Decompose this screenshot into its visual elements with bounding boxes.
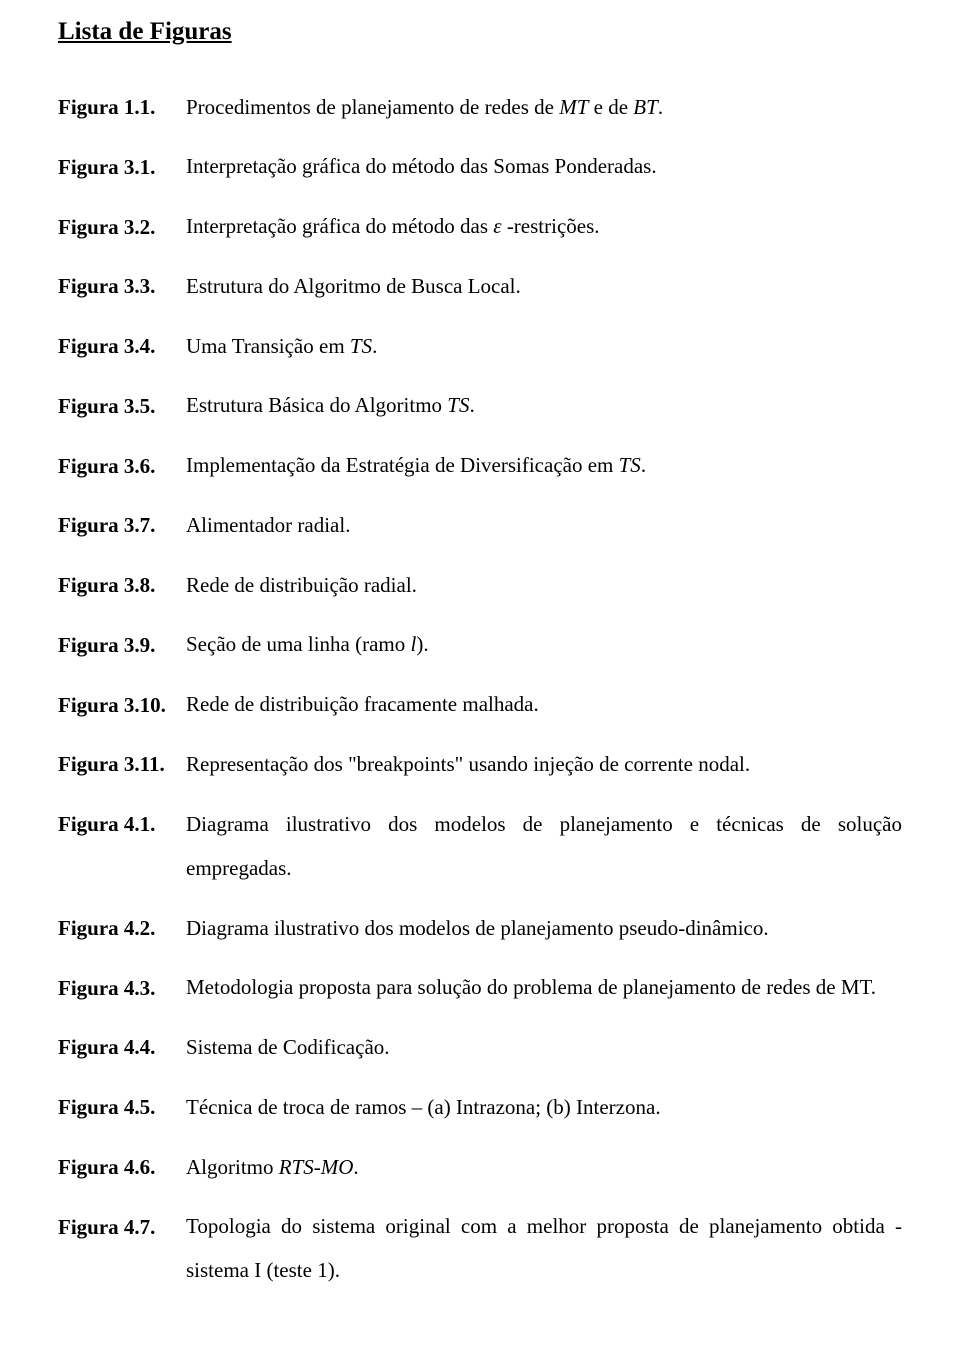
text-segment: -restrições. xyxy=(502,214,600,238)
figure-label: Figura 1.1. xyxy=(58,92,186,122)
list-item: Figura 4.6.Algoritmo RTS-MO. xyxy=(58,1152,902,1189)
figure-list: Figura 1.1.Procedimentos de planejamento… xyxy=(58,92,902,1315)
figure-label: Figura 3.4. xyxy=(58,331,186,361)
text-segment: TS xyxy=(447,393,469,417)
figure-description: Representação dos "breakpoints" usando i… xyxy=(186,742,902,786)
list-item: Figura 3.2.Interpretação gráfica do méto… xyxy=(58,212,902,249)
list-item: Figura 4.2.Diagrama ilustrativo dos mode… xyxy=(58,913,902,950)
text-segment: Diagrama ilustrativo dos modelos de plan… xyxy=(186,812,902,880)
text-segment: . xyxy=(372,334,377,358)
list-item: Figura 3.10.Rede de distribuição fracame… xyxy=(58,690,902,727)
figure-description: Estrutura do Algoritmo de Busca Local. xyxy=(186,264,902,308)
text-segment: Estrutura do Algoritmo de Busca Local. xyxy=(186,274,521,298)
text-segment: Sistema de Codificação. xyxy=(186,1035,390,1059)
page-title: Lista de Figuras xyxy=(58,18,902,46)
text-segment: Metodologia proposta para solução do pro… xyxy=(186,975,876,999)
figure-label: Figura 3.6. xyxy=(58,451,186,481)
figure-description: Técnica de troca de ramos – (a) Intrazon… xyxy=(186,1085,902,1129)
list-item: Figura 3.9.Seção de uma linha (ramo l). xyxy=(58,630,902,667)
figure-description: Procedimentos de planejamento de redes d… xyxy=(186,85,902,129)
figure-description: Estrutura Básica do Algoritmo TS. xyxy=(186,383,902,427)
text-segment: ). xyxy=(416,632,428,656)
figure-label: Figura 3.1. xyxy=(58,152,186,182)
figure-description: Uma Transição em TS. xyxy=(186,324,902,368)
text-segment: TS xyxy=(619,453,641,477)
text-segment: . xyxy=(469,393,474,417)
text-segment: Rede de distribuição fracamente malhada. xyxy=(186,692,539,716)
list-item: Figura 3.5.Estrutura Básica do Algoritmo… xyxy=(58,391,902,428)
figure-description: Sistema de Codificação. xyxy=(186,1025,902,1069)
text-segment: Topologia do sistema original com a melh… xyxy=(186,1214,902,1282)
text-segment: TS xyxy=(350,334,372,358)
figure-description: Topologia do sistema original com a melh… xyxy=(186,1204,902,1292)
list-item: Figura 3.8.Rede de distribuição radial. xyxy=(58,570,902,607)
figure-label: Figura 4.3. xyxy=(58,973,186,1003)
text-segment: Estrutura Básica do Algoritmo xyxy=(186,393,447,417)
figure-description: Rede de distribuição fracamente malhada. xyxy=(186,682,902,726)
figure-label: Figura 4.7. xyxy=(58,1212,186,1242)
page: Lista de Figuras Figura 1.1.Procedimento… xyxy=(0,0,960,1355)
text-segment: . xyxy=(353,1155,358,1179)
list-item: Figura 4.3.Metodologia proposta para sol… xyxy=(58,973,902,1010)
text-segment: Representação dos "breakpoints" usando i… xyxy=(186,752,750,776)
list-item: Figura 3.6.Implementação da Estratégia d… xyxy=(58,451,902,488)
text-segment: . xyxy=(641,453,646,477)
figure-label: Figura 3.11. xyxy=(58,749,186,779)
figure-description: Interpretação gráfica do método das ε -r… xyxy=(186,204,902,248)
list-item: Figura 3.3.Estrutura do Algoritmo de Bus… xyxy=(58,271,902,308)
figure-description: Diagrama ilustrativo dos modelos de plan… xyxy=(186,802,902,890)
list-item: Figura 3.11.Representação dos "breakpoin… xyxy=(58,749,902,786)
list-item: Figura 4.1.Diagrama ilustrativo dos mode… xyxy=(58,809,902,890)
figure-label: Figura 4.4. xyxy=(58,1032,186,1062)
list-item: Figura 3.1.Interpretação gráfica do méto… xyxy=(58,152,902,189)
figure-description: Seção de uma linha (ramo l). xyxy=(186,622,902,666)
list-item: Figura 1.1.Procedimentos de planejamento… xyxy=(58,92,902,129)
text-segment: Seção de uma linha (ramo xyxy=(186,632,411,656)
figure-label: Figura 4.6. xyxy=(58,1152,186,1182)
figure-description: Implementação da Estratégia de Diversifi… xyxy=(186,443,902,487)
figure-label: Figura 3.10. xyxy=(58,690,186,720)
text-segment: Alimentador radial. xyxy=(186,513,350,537)
text-segment: Uma Transição em xyxy=(186,334,350,358)
figure-label: Figura 3.7. xyxy=(58,510,186,540)
list-item: Figura 4.5.Técnica de troca de ramos – (… xyxy=(58,1092,902,1129)
figure-description: Alimentador radial. xyxy=(186,503,902,547)
figure-label: Figura 4.5. xyxy=(58,1092,186,1122)
text-segment: Interpretação gráfica do método das Soma… xyxy=(186,154,657,178)
text-segment: BT xyxy=(633,95,658,119)
text-segment: Diagrama ilustrativo dos modelos de plan… xyxy=(186,916,769,940)
text-segment: Técnica de troca de ramos – (a) Intrazon… xyxy=(186,1095,661,1119)
list-item: Figura 4.7.Topologia do sistema original… xyxy=(58,1212,902,1293)
figure-description: Algoritmo RTS-MO. xyxy=(186,1145,902,1189)
text-segment: Implementação da Estratégia de Diversifi… xyxy=(186,453,619,477)
figure-description: Interpretação gráfica do método das Soma… xyxy=(186,144,902,188)
text-segment: Algoritmo xyxy=(186,1155,279,1179)
text-segment: Interpretação gráfica do método das xyxy=(186,214,493,238)
text-segment: e de xyxy=(588,95,633,119)
figure-label: Figura 4.1. xyxy=(58,809,186,839)
list-item: Figura 4.4.Sistema de Codificação. xyxy=(58,1032,902,1069)
figure-description: Diagrama ilustrativo dos modelos de plan… xyxy=(186,906,902,950)
list-item: Figura 3.4.Uma Transição em TS. xyxy=(58,331,902,368)
figure-description: Rede de distribuição radial. xyxy=(186,563,902,607)
figure-label: Figura 3.8. xyxy=(58,570,186,600)
text-segment: . xyxy=(658,95,663,119)
figure-label: Figura 3.2. xyxy=(58,212,186,242)
figure-label: Figura 3.9. xyxy=(58,630,186,660)
figure-description: Metodologia proposta para solução do pro… xyxy=(186,965,902,1009)
figure-label: Figura 4.2. xyxy=(58,913,186,943)
text-segment: MT xyxy=(559,95,588,119)
figure-label: Figura 3.5. xyxy=(58,391,186,421)
text-segment: ε xyxy=(493,214,501,238)
figure-label: Figura 3.3. xyxy=(58,271,186,301)
text-segment: Rede de distribuição radial. xyxy=(186,573,417,597)
text-segment: Procedimentos de planejamento de redes d… xyxy=(186,95,559,119)
list-item: Figura 3.7.Alimentador radial. xyxy=(58,510,902,547)
text-segment: RTS-MO xyxy=(279,1155,354,1179)
